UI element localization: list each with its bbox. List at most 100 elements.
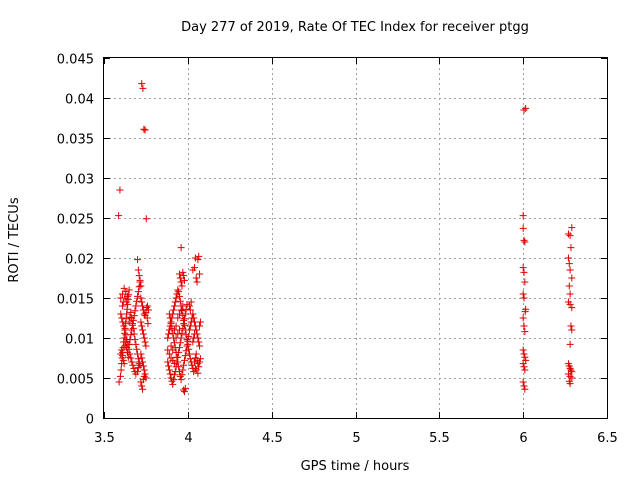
data-point xyxy=(183,336,191,344)
data-point xyxy=(181,384,189,392)
x-tick-label: 4 xyxy=(184,431,192,446)
x-tick-label: 5.5 xyxy=(429,431,450,446)
data-point xyxy=(136,361,144,369)
data-point xyxy=(125,291,133,299)
data-point xyxy=(123,305,131,313)
data-point xyxy=(116,372,124,380)
y-tick-label: 0.005 xyxy=(57,373,94,388)
data-point xyxy=(519,264,527,272)
data-point xyxy=(125,318,133,326)
data-point xyxy=(191,318,199,326)
data-point xyxy=(180,356,188,364)
data-point xyxy=(180,388,188,396)
y-tick-label: 0.045 xyxy=(57,53,94,68)
data-point xyxy=(566,232,574,240)
data-point xyxy=(119,318,127,326)
data-point xyxy=(133,345,141,353)
data-point xyxy=(195,338,203,346)
data-point xyxy=(166,370,174,378)
data-point xyxy=(170,360,178,368)
data-point xyxy=(521,308,529,316)
data-point xyxy=(520,350,528,358)
data-point xyxy=(123,298,131,306)
data-point xyxy=(174,358,182,366)
data-point xyxy=(521,278,529,286)
y-tick-label: 0.015 xyxy=(57,293,94,308)
data-point xyxy=(566,340,574,348)
data-point xyxy=(126,313,134,321)
data-point xyxy=(140,310,148,318)
data-point xyxy=(129,361,137,369)
data-point xyxy=(171,298,179,306)
data-point xyxy=(169,329,177,337)
data-point xyxy=(144,306,152,314)
data-point xyxy=(175,270,183,278)
data-point xyxy=(180,386,188,394)
data-point xyxy=(178,282,186,290)
data-point xyxy=(128,314,136,322)
data-point xyxy=(194,256,202,264)
data-point xyxy=(520,363,528,371)
y-tick-label: 0.035 xyxy=(57,133,94,148)
data-point xyxy=(567,322,575,330)
data-point xyxy=(167,320,175,328)
data-point xyxy=(140,334,148,342)
data-point xyxy=(170,376,178,384)
data-point xyxy=(118,302,126,310)
data-point xyxy=(565,260,573,268)
data-point xyxy=(178,371,186,379)
data-point xyxy=(196,358,204,366)
data-point xyxy=(179,302,187,310)
data-point xyxy=(118,352,126,360)
data-point xyxy=(117,310,125,318)
data-point xyxy=(175,310,183,318)
data-point xyxy=(135,272,143,280)
y-tick-label: 0.02 xyxy=(65,253,94,268)
x-tick-label: 3.5 xyxy=(94,431,115,446)
data-point xyxy=(128,358,136,366)
chart-title: Day 277 of 2019, Rate Of TEC Index for r… xyxy=(181,20,529,35)
data-point xyxy=(117,366,125,374)
data-point xyxy=(173,353,181,361)
data-point xyxy=(121,326,129,334)
data-point xyxy=(134,350,142,358)
data-point xyxy=(567,366,575,374)
data-point xyxy=(186,302,194,310)
data-point xyxy=(134,288,142,296)
data-point xyxy=(196,322,204,330)
data-point xyxy=(131,307,139,315)
data-point xyxy=(175,326,183,334)
data-point xyxy=(194,369,202,377)
data-point xyxy=(175,288,183,296)
data-point xyxy=(180,316,188,324)
data-point xyxy=(186,355,194,363)
data-point xyxy=(521,238,529,246)
data-point xyxy=(519,378,527,386)
data-point xyxy=(520,294,528,302)
data-point xyxy=(520,322,528,330)
data-point xyxy=(144,302,152,310)
data-point xyxy=(180,315,188,323)
data-point xyxy=(121,294,129,302)
data-point xyxy=(180,272,188,280)
y-tick-label: 0.01 xyxy=(65,333,94,348)
data-point xyxy=(520,382,528,390)
grid xyxy=(104,58,607,418)
data-point xyxy=(132,302,140,310)
data-point xyxy=(566,300,574,308)
data-point xyxy=(190,314,198,322)
data-point xyxy=(170,306,178,314)
y-tick-label: 0 xyxy=(86,413,94,428)
data-point xyxy=(186,326,194,334)
data-point xyxy=(132,340,140,348)
data-point xyxy=(164,334,172,342)
data-point xyxy=(139,326,147,334)
data-point xyxy=(134,256,142,264)
data-point xyxy=(521,366,529,374)
data-point xyxy=(176,372,184,380)
data-point xyxy=(136,276,144,284)
data-point xyxy=(195,252,203,260)
data-point xyxy=(566,372,574,380)
data-point xyxy=(139,385,147,393)
data-point xyxy=(192,366,200,374)
